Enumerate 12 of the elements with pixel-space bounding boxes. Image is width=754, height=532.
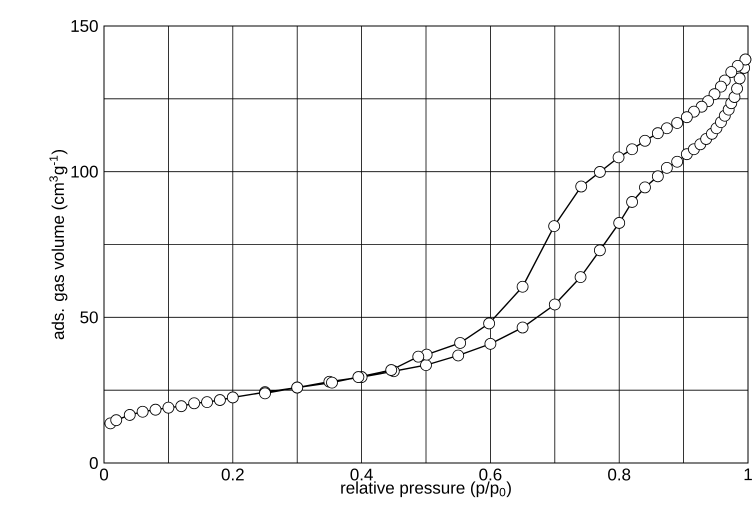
y-tick-label: 50 bbox=[80, 311, 98, 324]
y-tick-label: 100 bbox=[72, 166, 98, 178]
x-tick-label: 0.2 bbox=[222, 468, 244, 481]
x-axis-title: relative pressure (p/p$_{0}$) bbox=[341, 481, 511, 498]
x-tick-label: 0.8 bbox=[608, 468, 630, 481]
y-tick-label: 0 bbox=[90, 457, 98, 469]
y-tick-label: 150 bbox=[72, 20, 98, 32]
y-axis-title: ads. gas volume (cm$^{3}$g$^{-1}$) bbox=[49, 150, 68, 340]
x-tick-label: 0.6 bbox=[479, 468, 502, 481]
x-tick-label: 0.4 bbox=[350, 468, 373, 481]
x-tick-label: 0 bbox=[100, 468, 108, 481]
x-tick-label: 1 bbox=[744, 468, 752, 480]
